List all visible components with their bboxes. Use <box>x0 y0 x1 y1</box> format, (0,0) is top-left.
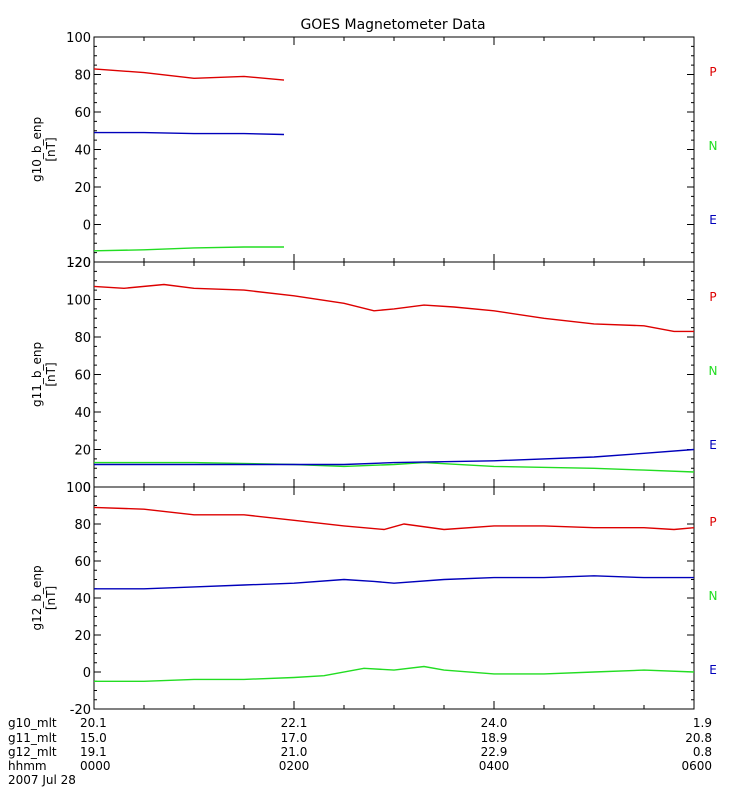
x-tick-label: 24.0 <box>481 716 508 730</box>
x-tick-label: 20.1 <box>80 716 107 730</box>
y-axis-label: g12_b_enp <box>30 565 44 630</box>
y-axis-unit: [nT] <box>44 137 58 161</box>
x-tick-label: 22.9 <box>481 745 508 759</box>
x-tick-label: 0.8 <box>693 745 712 759</box>
y-axis-label: g10_b_enp <box>30 117 44 182</box>
series-line-n <box>94 461 695 473</box>
series-line-p <box>93 283 694 333</box>
y-tick-label: -20 <box>70 703 91 718</box>
y-tick-label: 20 <box>74 444 91 459</box>
y-tick-label: 100 <box>66 481 91 496</box>
y-tick-label: 0 <box>83 219 91 234</box>
x-tick-label: 1.9 <box>693 716 712 730</box>
y-tick-label: 0 <box>83 666 91 681</box>
x-tick-label: 0400 <box>479 759 510 773</box>
legend-label-p: P <box>709 515 716 529</box>
y-tick-label: 60 <box>74 555 91 570</box>
series-line-e <box>94 575 694 590</box>
legend-label-e: E <box>709 663 717 677</box>
legend-label-p: P <box>709 290 716 304</box>
series-line-e <box>94 131 285 136</box>
x-tick-label: 15.0 <box>80 731 107 745</box>
legend-label-p: P <box>709 65 716 79</box>
x-tick-label: 21.0 <box>281 745 308 759</box>
x-tick-label: 22.1 <box>281 716 308 730</box>
y-axis-unit: [nT] <box>44 362 58 386</box>
y-tick-label: 100 <box>66 294 91 309</box>
series-line-n <box>94 665 695 682</box>
y-tick-label: 20 <box>74 629 91 644</box>
y-axis-unit: [nT] <box>44 586 58 610</box>
chart-title: GOES Magnetometer Data <box>300 17 485 33</box>
y-tick-label: 60 <box>74 106 91 121</box>
series-line-e <box>94 448 695 466</box>
y-tick-label: 40 <box>74 592 91 607</box>
y-tick-label: 60 <box>74 369 91 384</box>
x-axis-date: 2007 Jul 28 <box>8 773 76 787</box>
y-tick-label: 40 <box>74 406 91 421</box>
y-tick-label: 120 <box>66 256 91 271</box>
y-tick-label: 40 <box>74 144 91 159</box>
y-tick-label: -20 <box>70 256 91 271</box>
y-axis-label: g11_b_enp <box>30 342 44 407</box>
y-tick-label: 80 <box>74 331 91 346</box>
x-tick-label: 20.8 <box>685 731 712 745</box>
series-line-n <box>93 246 284 252</box>
x-tick-label: 19.1 <box>80 745 107 759</box>
legend-label-n: N <box>709 139 718 153</box>
y-tick-label: 100 <box>66 31 91 46</box>
y-tick-label: 20 <box>74 181 91 196</box>
panel-1-frame <box>93 36 695 263</box>
x-row-name: g10_mlt <box>8 716 57 730</box>
series-line-p <box>93 68 285 81</box>
x-tick-label: 18.9 <box>481 731 508 745</box>
x-row-name: hhmm <box>8 759 47 773</box>
x-tick-label: 17.0 <box>281 731 308 745</box>
legend-label-n: N <box>709 589 718 603</box>
x-row-name: g12_mlt <box>8 745 57 759</box>
legend-label-e: E <box>709 438 717 452</box>
x-tick-label: 0200 <box>279 759 310 773</box>
x-tick-label: 0000 <box>80 759 111 773</box>
series-line-p <box>93 506 695 531</box>
x-row-name: g11_mlt <box>8 731 57 745</box>
legend-label-n: N <box>709 364 718 378</box>
x-tick-label: 0600 <box>681 759 712 773</box>
panel-3-frame <box>93 486 695 710</box>
panel-2-frame <box>93 261 695 488</box>
y-tick-label: 0 <box>83 481 91 496</box>
y-tick-label: 80 <box>74 69 91 84</box>
legend-label-e: E <box>709 213 717 227</box>
y-tick-label: 80 <box>74 518 91 533</box>
